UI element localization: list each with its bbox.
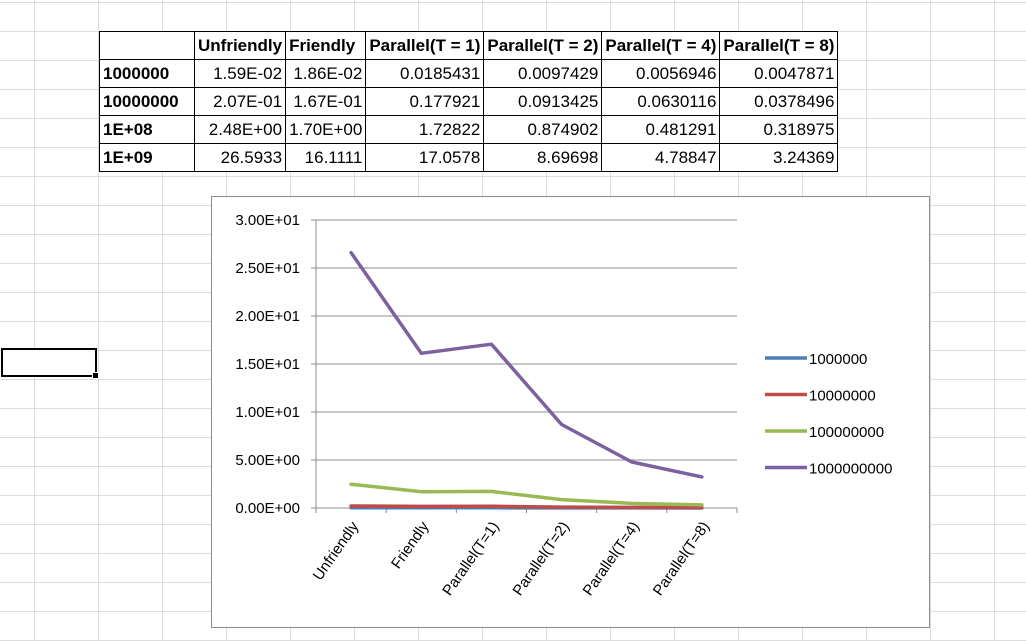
fill-handle[interactable] [92,372,99,379]
table-row: 1E+09 26.5933 16.1111 17.0578 8.69698 4.… [99,143,839,172]
column-header[interactable]: Friendly [285,31,367,60]
table-cell[interactable]: 4.78847 [601,143,721,172]
active-cell-selection[interactable] [1,348,99,379]
column-header[interactable]: Parallel(T = 2) [483,31,603,60]
x-tick-label: Friendly [388,518,433,572]
table-cell[interactable]: 2.48E+00 [193,115,287,144]
table-cell[interactable]: 16.1111 [285,143,367,172]
column-header[interactable]: Parallel(T = 8) [719,31,839,60]
table-cell[interactable]: 0.874902 [483,115,603,144]
x-tick-label: Parallel(T=1) [439,519,502,599]
table-row: 10000000 2.07E-01 1.67E-01 0.177921 0.09… [99,87,839,116]
table-cell[interactable]: 0.0047871 [719,59,839,88]
series-line [349,504,704,510]
legend-label: 1000000000 [809,461,892,478]
table-cell[interactable]: 1.72822 [365,115,485,144]
x-tick-label: Parallel(T=2) [509,519,572,599]
chart-canvas: 0.00E+00 5.00E+00 1.00E+01 1.50E+01 2.00E+01… [235,212,892,599]
table-cell[interactable]: 0.318975 [719,115,839,144]
table-header-row: Unfriendly Friendly Parallel(T = 1) Para… [99,31,839,60]
table-cell[interactable]: 0.0097429 [483,59,603,88]
table-cell[interactable]: 8.69698 [483,143,603,172]
row-label[interactable]: 1E+08 [99,115,195,144]
data-table: Unfriendly Friendly Parallel(T = 1) Para… [99,31,839,172]
table-cell[interactable]: 0.0185431 [365,59,485,88]
y-tick-label: 1.50E+01 [235,356,300,373]
row-label[interactable]: 1E+09 [99,143,195,172]
table-cell[interactable]: 1.67E-01 [285,87,367,116]
x-tick-label: Parallel(T=4) [580,519,643,599]
column-header[interactable]: Unfriendly [193,31,287,60]
table-cell[interactable]: 17.0578 [365,143,485,172]
y-tick-label: 2.00E+01 [235,308,300,325]
table-cell[interactable]: 1.59E-02 [193,59,287,88]
table-cell[interactable]: 26.5933 [193,143,287,172]
table-cell[interactable]: 1.70E+00 [285,115,367,144]
column-header[interactable]: Parallel(T = 4) [601,31,721,60]
legend-label: 100000000 [809,424,884,441]
table-cell[interactable]: 0.0630116 [601,87,721,116]
series-line [349,482,704,507]
table-corner-cell[interactable] [99,31,195,60]
line-chart[interactable]: 0.00E+00 5.00E+00 1.00E+01 1.50E+01 2.00E+01… [211,196,930,628]
table-cell[interactable]: 2.07E-01 [193,87,287,116]
row-label[interactable]: 10000000 [99,87,195,116]
row-label[interactable]: 1000000 [99,59,195,88]
series-line [349,250,704,479]
table-row: 1000000 1.59E-02 1.86E-02 0.0185431 0.00… [99,59,839,88]
y-tick-label: 0.00E+00 [235,500,300,517]
table-cell[interactable]: 0.0056946 [601,59,721,88]
x-tick-label: Unfriendly [310,518,363,583]
y-tick-label: 1.00E+01 [235,404,300,421]
table-row: 1E+08 2.48E+00 1.70E+00 1.72822 0.874902… [99,115,839,144]
table-cell[interactable]: 1.86E-02 [285,59,367,88]
legend-label: 10000000 [809,388,876,405]
y-tick-label: 2.50E+01 [235,260,300,277]
y-tick-label: 5.00E+00 [235,452,300,469]
y-tick-label: 3.00E+01 [235,212,300,229]
legend-label: 1000000 [809,351,867,368]
table-cell[interactable]: 0.177921 [365,87,485,116]
table-cell[interactable]: 0.0913425 [483,87,603,116]
table-cell[interactable]: 3.24369 [719,143,839,172]
table-cell[interactable]: 0.481291 [601,115,721,144]
x-tick-label: Parallel(T=8) [650,519,713,599]
table-cell[interactable]: 0.0378496 [719,87,839,116]
column-header[interactable]: Parallel(T = 1) [365,31,485,60]
